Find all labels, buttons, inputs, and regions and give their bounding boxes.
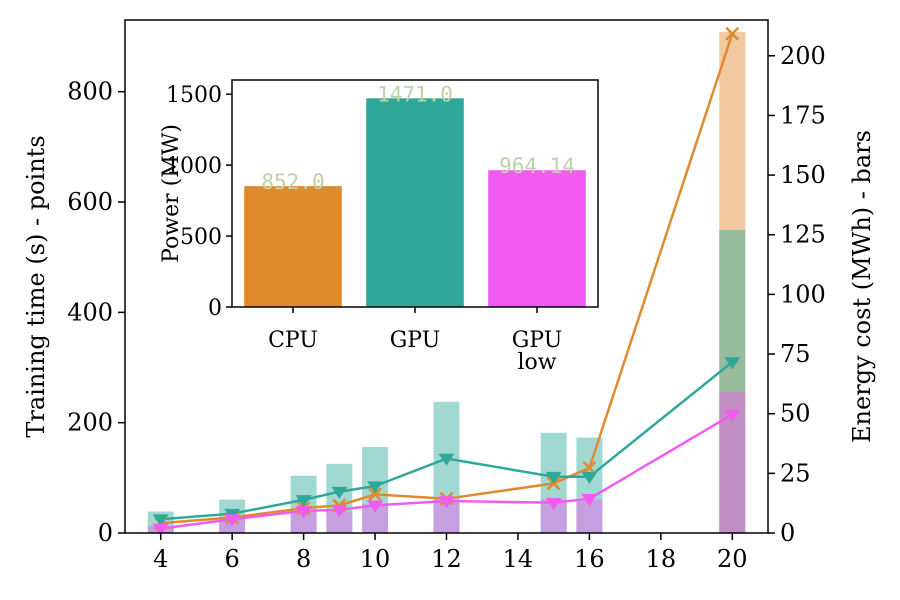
inset-value-labels: 852.0 1471.0 964.14 (261, 82, 575, 194)
y2-tick-label: 75 (780, 340, 811, 368)
time-point-x (368, 487, 382, 502)
power-value-label: 964.14 (499, 154, 575, 178)
energy-bar (290, 511, 317, 533)
inset-y-tick-label: 500 (180, 225, 222, 250)
time-point-triangle (295, 506, 312, 519)
y2-tick-label: 125 (780, 221, 826, 249)
y-tick-label: 800 (67, 78, 113, 106)
inset-x-tick-label: low (517, 350, 556, 375)
y2-tick-label: 50 (780, 400, 811, 428)
y2-tick-label: 0 (780, 519, 795, 547)
inset-y-tick-label: 0 (208, 296, 222, 321)
x-tick-label: 14 (503, 545, 534, 573)
y2-tick-label: 150 (780, 161, 826, 189)
time-point-triangle (724, 357, 741, 370)
x-tick-label: 8 (296, 545, 311, 573)
time-point-triangle (295, 495, 312, 508)
power-bar (366, 98, 464, 307)
x-tick-label: 4 (153, 545, 168, 573)
y-tick-label: 200 (67, 409, 113, 437)
time-point-triangle (224, 514, 241, 527)
energy-bar (719, 31, 746, 533)
energy-bar (576, 437, 603, 533)
time-point-triangle (152, 514, 169, 527)
y2-tick-label: 175 (780, 101, 826, 129)
inset-y-ticks: 0 500 1000 1500 (166, 83, 232, 321)
y-axis-label: Training time (s) - points (22, 135, 50, 437)
x-tick-label: 20 (717, 545, 748, 573)
x-tick-label: 12 (431, 545, 462, 573)
main-bars (147, 31, 746, 533)
y-tick-label: 0 (98, 519, 113, 547)
time-point-triangle (367, 481, 384, 494)
inset-x-tick-label: CPU (268, 328, 318, 353)
time-point-triangle (581, 494, 598, 506)
energy-bar (719, 229, 746, 533)
inset-y-tick-label: 1500 (166, 83, 222, 108)
power-value-label: 852.0 (261, 170, 324, 194)
inset-chart: 852.0 1471.0 964.14 0 500 1000 1500 CPU GPU GPU… (150, 78, 600, 378)
inset-y-tick-label: 1000 (166, 154, 222, 179)
time-point-triangle (545, 497, 562, 510)
x-tick-label: 18 (646, 545, 677, 573)
time-point-x (582, 461, 597, 475)
inset-x-tick-label: GPU (390, 328, 441, 353)
power-bar (488, 170, 586, 307)
y2-tick-label: 100 (780, 280, 826, 308)
time-point-triangle (438, 496, 455, 509)
time-point-triangle (367, 500, 384, 513)
energy-bar (326, 511, 353, 533)
x-tick-label: 16 (574, 545, 605, 573)
time-point-triangle (438, 453, 455, 466)
main-y2-ticks: 0 25 50 75 100 125 150 175 200 (768, 42, 826, 547)
time-point-triangle (545, 471, 562, 484)
power-bar (244, 186, 342, 307)
power-value-label: 1471.0 (377, 82, 453, 106)
y2-tick-label: 200 (780, 42, 826, 70)
time-point-triangle (331, 486, 348, 499)
time-point-triangle (331, 505, 348, 518)
main-x-ticks: 4 6 8 10 12 14 16 18 20 (153, 533, 748, 573)
y2-axis-label: Energy cost (MWh) - bars (848, 130, 876, 443)
inset-y-axis-label: Power (MW) (159, 124, 184, 263)
time-point-triangle (581, 471, 598, 484)
y2-tick-label: 25 (780, 459, 811, 487)
time-point-triangle (724, 409, 741, 422)
x-tick-label: 10 (360, 545, 391, 573)
y-tick-label: 600 (67, 188, 113, 216)
inset-bars (244, 98, 586, 307)
main-y-ticks: 0 200 400 600 800 (67, 78, 125, 547)
time-point-triangle (152, 523, 169, 536)
x-tick-label: 6 (225, 545, 240, 573)
main-markers (152, 26, 741, 536)
time-point-x (725, 26, 740, 41)
energy-bar (433, 401, 460, 533)
y-tick-label: 400 (67, 298, 113, 326)
inset-x-tick-label: GPU (512, 328, 563, 353)
